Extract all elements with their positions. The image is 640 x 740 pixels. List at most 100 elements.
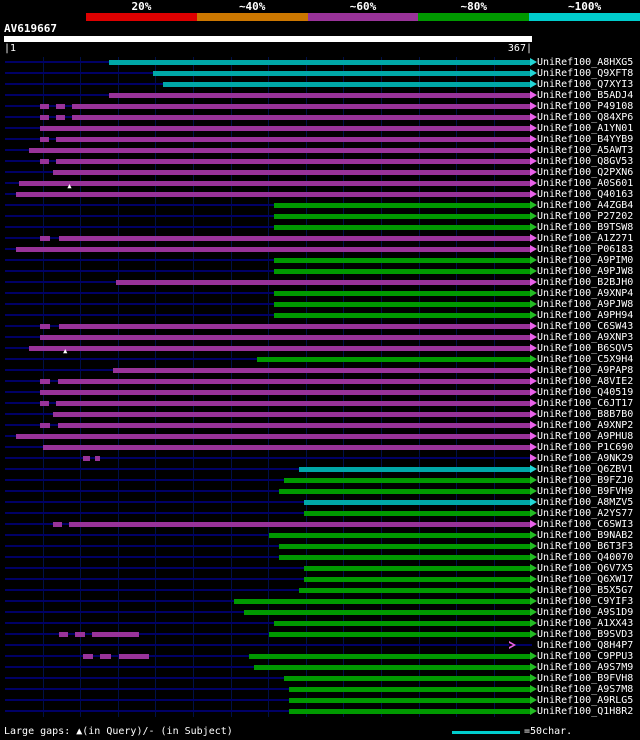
alignment-segment[interactable]	[299, 588, 530, 593]
hit-label[interactable]: UniRef100_A9PH94	[537, 310, 634, 321]
alignment-segment[interactable]	[94, 456, 101, 461]
hit-label[interactable]: UniRef100_A8MZV5	[537, 497, 634, 508]
alignment-segment[interactable]	[57, 379, 530, 384]
alignment-segment[interactable]	[269, 533, 530, 538]
hit-label[interactable]: UniRef100_A9XNP2	[537, 420, 634, 431]
hit-label[interactable]: UniRef100_P27202	[537, 211, 634, 222]
alignment-segment[interactable]	[249, 654, 530, 659]
alignment-segment[interactable]	[40, 324, 51, 329]
alignment-segment[interactable]	[119, 654, 150, 659]
alignment-segment[interactable]	[303, 577, 530, 582]
alignment-segment[interactable]	[56, 159, 530, 164]
alignment-segment[interactable]	[58, 324, 530, 329]
alignment-segment[interactable]	[153, 71, 530, 76]
alignment-segment[interactable]	[109, 93, 530, 98]
hit-label[interactable]: UniRef100_Q2PXN6	[537, 167, 634, 178]
hit-label[interactable]: UniRef100_B6T3F3	[537, 541, 634, 552]
hit-label[interactable]: UniRef100_A9PHU8	[537, 431, 634, 442]
alignment-segment[interactable]	[16, 247, 530, 252]
alignment-segment[interactable]	[289, 709, 530, 714]
alignment-segment[interactable]	[279, 489, 530, 494]
alignment-segment[interactable]	[273, 269, 530, 274]
hit-label[interactable]: UniRef100_Q40070	[537, 552, 634, 563]
alignment-segment[interactable]	[283, 676, 530, 681]
hit-label[interactable]: UniRef100_A9PAP8	[537, 365, 634, 376]
alignment-segment[interactable]	[68, 522, 530, 527]
hit-label[interactable]: UniRef100_P1C690	[537, 442, 634, 453]
alignment-segment[interactable]	[40, 159, 49, 164]
alignment-segment[interactable]	[83, 654, 94, 659]
hit-label[interactable]: UniRef100_A1Z271	[537, 233, 634, 244]
alignment-segment[interactable]	[100, 654, 111, 659]
alignment-segment[interactable]	[273, 214, 530, 219]
alignment-segment[interactable]	[56, 137, 530, 142]
hit-label[interactable]: UniRef100_Q40519	[537, 387, 634, 398]
alignment-segment[interactable]	[28, 346, 530, 351]
alignment-segment[interactable]	[53, 412, 530, 417]
alignment-segment[interactable]	[40, 104, 49, 109]
alignment-segment[interactable]	[273, 313, 530, 318]
alignment-segment[interactable]	[40, 115, 49, 120]
alignment-segment[interactable]	[289, 687, 530, 692]
alignment-segment[interactable]	[163, 82, 530, 87]
alignment-segment[interactable]	[40, 335, 530, 340]
alignment-segment[interactable]	[71, 104, 530, 109]
hit-label[interactable]: UniRef100_Q7XYI3	[537, 79, 634, 90]
hit-label[interactable]: UniRef100_Q8GV53	[537, 156, 634, 167]
alignment-segment[interactable]	[40, 126, 530, 131]
hit-label[interactable]: UniRef100_A9S1D9	[537, 607, 634, 618]
alignment-segment[interactable]	[16, 192, 530, 197]
alignment-segment[interactable]	[303, 566, 530, 571]
hit-label[interactable]: UniRef100_A9XNP4	[537, 288, 634, 299]
alignment-segment[interactable]	[289, 698, 530, 703]
hit-label[interactable]: UniRef100_Q6ZBV1	[537, 464, 634, 475]
alignment-segment[interactable]	[253, 665, 530, 670]
alignment-segment[interactable]	[40, 401, 49, 406]
alignment-segment[interactable]	[269, 632, 530, 637]
alignment-segment[interactable]	[58, 236, 530, 241]
hit-label[interactable]: UniRef100_C9YIF3	[537, 596, 634, 607]
hit-label[interactable]: UniRef100_C6SW43	[537, 321, 634, 332]
alignment-segment[interactable]	[273, 225, 530, 230]
hit-label[interactable]: UniRef100_Q9XFT8	[537, 68, 634, 79]
alignment-segment[interactable]	[256, 357, 530, 362]
alignment-segment[interactable]	[279, 555, 530, 560]
alignment-segment[interactable]	[18, 181, 530, 186]
alignment-segment[interactable]	[303, 500, 530, 505]
hit-label[interactable]: UniRef100_C9PPU3	[537, 651, 634, 662]
hit-label[interactable]: UniRef100_Q40163	[537, 189, 634, 200]
hit-label[interactable]: UniRef100_A9PJW8	[537, 266, 634, 277]
alignment-segment[interactable]	[40, 379, 51, 384]
hit-label[interactable]: UniRef100_A2YS77	[537, 508, 634, 519]
alignment-segment[interactable]	[53, 522, 62, 527]
alignment-segment[interactable]	[303, 511, 530, 516]
alignment-segment[interactable]	[243, 610, 530, 615]
alignment-segment[interactable]	[91, 632, 140, 637]
alignment-segment[interactable]	[28, 148, 530, 153]
hit-label[interactable]: UniRef100_C5X9H4	[537, 354, 634, 365]
hit-label[interactable]: UniRef100_A1XX43	[537, 618, 634, 629]
hit-label[interactable]: UniRef100_Q6V7X5	[537, 563, 634, 574]
alignment-segment[interactable]	[57, 423, 530, 428]
hit-label[interactable]: UniRef100_A9NK29	[537, 453, 634, 464]
alignment-segment[interactable]	[71, 115, 530, 120]
hit-label[interactable]: UniRef100_Q6XW17	[537, 574, 634, 585]
hit-label[interactable]: UniRef100_A9XNP3	[537, 332, 634, 343]
hit-label[interactable]: UniRef100_A5AWT3	[537, 145, 634, 156]
hit-label[interactable]: UniRef100_B5ADJ4	[537, 90, 634, 101]
hit-label[interactable]: UniRef100_A8VIE2	[537, 376, 634, 387]
hit-label[interactable]: UniRef100_P06183	[537, 244, 634, 255]
hit-label[interactable]: UniRef100_A9RLG5	[537, 695, 634, 706]
hit-label[interactable]: UniRef100_A9PIM0	[537, 255, 634, 266]
alignment-segment[interactable]	[58, 632, 68, 637]
alignment-segment[interactable]	[53, 170, 530, 175]
alignment-segment[interactable]	[283, 478, 530, 483]
alignment-segment[interactable]	[113, 368, 530, 373]
alignment-segment[interactable]	[273, 302, 530, 307]
hit-label[interactable]: UniRef100_A8HXG5	[537, 57, 634, 68]
alignment-segment[interactable]	[273, 621, 530, 626]
hit-label[interactable]: UniRef100_B9FVH9	[537, 486, 634, 497]
hit-label[interactable]: UniRef100_A9S7M9	[537, 662, 634, 673]
alignment-segment[interactable]	[74, 632, 85, 637]
hit-label[interactable]: UniRef100_Q84XP6	[537, 112, 634, 123]
